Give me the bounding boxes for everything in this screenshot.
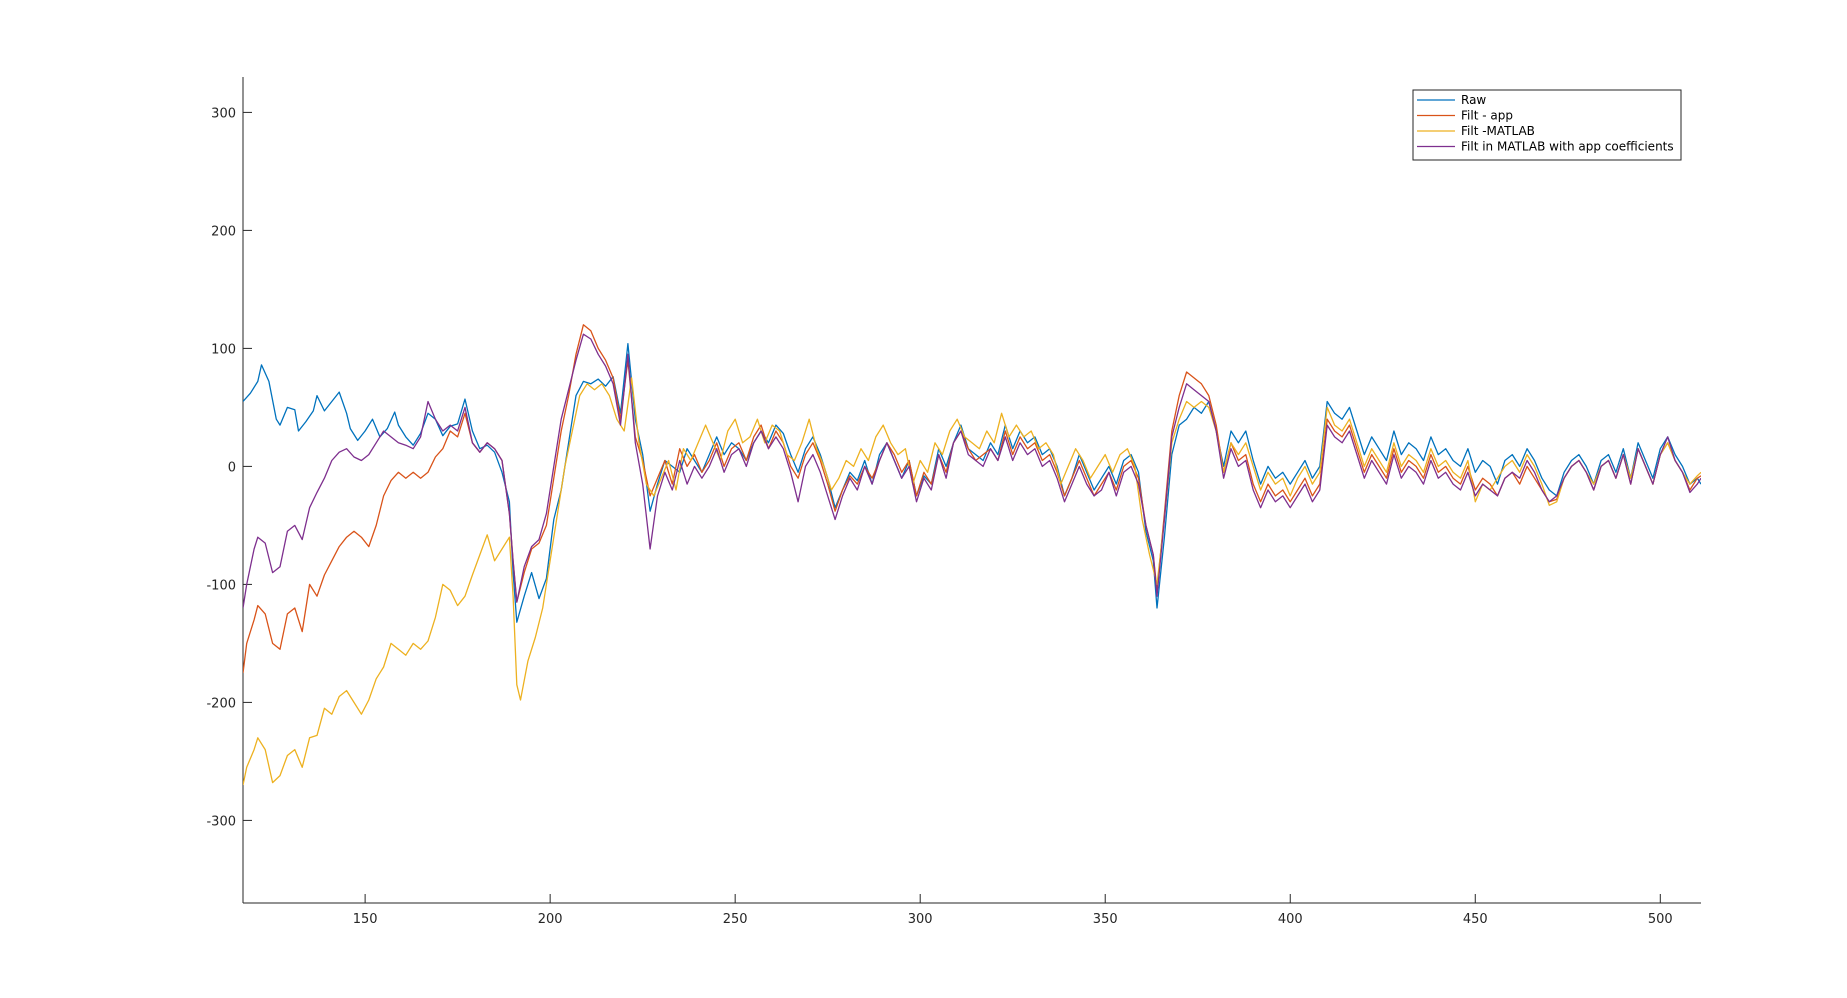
legend-label: Filt in MATLAB with app coefficients <box>1461 140 1674 154</box>
x-tick-label: 300 <box>908 912 933 927</box>
legend-label: Filt -MATLAB <box>1461 124 1535 138</box>
series-line-3 <box>243 377 1701 786</box>
series-line-4 <box>243 333 1701 609</box>
x-tick-label: 450 <box>1463 912 1488 927</box>
x-tick-label: 250 <box>723 912 748 927</box>
y-tick-label: 200 <box>211 224 236 239</box>
y-tick-label: -100 <box>206 578 236 593</box>
y-tick-label: -300 <box>206 814 236 829</box>
series-line-1 <box>243 343 1701 623</box>
x-tick-label: 350 <box>1093 912 1118 927</box>
legend-label: Raw <box>1461 93 1486 107</box>
x-tick-label: 200 <box>538 912 563 927</box>
plot-area <box>243 324 1701 786</box>
legend-box <box>1412 89 1682 161</box>
y-tick-label: 100 <box>211 342 236 357</box>
x-tick-label: 400 <box>1278 912 1303 927</box>
y-tick-label: -200 <box>206 696 236 711</box>
y-tick-label: 300 <box>211 106 236 121</box>
legend-label: Filt - app <box>1461 109 1513 123</box>
x-tick-label: 500 <box>1648 912 1673 927</box>
x-tick-label: 150 <box>353 912 378 927</box>
axes: 150 200 250 300 350 400 450 500 -300 -200 -100 0 100… <box>206 77 1701 927</box>
y-tick-label: 0 <box>228 460 236 475</box>
